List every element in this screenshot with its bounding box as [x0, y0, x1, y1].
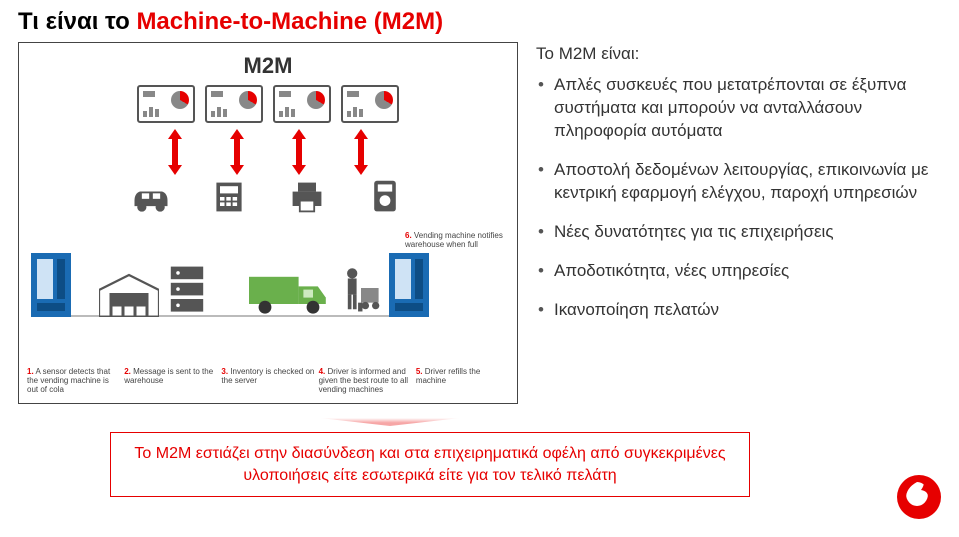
meter-icon: [363, 179, 407, 215]
step-text: Inventory is checked on the server: [221, 367, 314, 385]
diagram-heading: M2M: [27, 53, 509, 79]
step-num: 1.: [27, 367, 34, 376]
step-text: Vending machine notifies warehouse when …: [405, 231, 503, 249]
ground-line: [31, 315, 389, 317]
bottom-callout: Το Μ2Μ εστιάζει στην διασύνδεση και στα …: [110, 432, 750, 497]
double-arrow-icon: [230, 129, 244, 175]
step-1: 1. A sensor detects that the vending mac…: [27, 367, 120, 395]
step-num: 3.: [221, 367, 228, 376]
bullet-item: Αποστολή δεδομένων λειτουργίας, επικοινω…: [536, 159, 941, 205]
bullet-item: Ικανοποίηση πελατών: [536, 299, 941, 322]
intro-text: Το Μ2Μ είναι:: [536, 44, 941, 64]
vending-machine-icon: [389, 253, 429, 317]
step-5: 5. Driver refills the machine: [416, 367, 509, 395]
main-row: M2M: [0, 42, 959, 404]
diagram-box: M2M: [18, 42, 518, 404]
car-icon: [129, 179, 173, 215]
steps-row: 1. A sensor detects that the vending mac…: [27, 367, 509, 395]
printer-icon: [285, 179, 329, 215]
bullet-item: Νέες δυνατότητες για τις επιχειρήσεις: [536, 221, 941, 244]
truck-icon: [249, 272, 329, 317]
step-text: Message is sent to the warehouse: [124, 367, 213, 385]
vending-machine-icon: [31, 253, 71, 317]
step-2: 2. Message is sent to the warehouse: [124, 367, 217, 395]
worker-icon: [339, 266, 383, 317]
arrows-row: [27, 129, 509, 175]
server-icon: [169, 263, 205, 317]
wedge-decoration: [320, 418, 460, 426]
title-pre: Τι είναι το: [18, 8, 136, 35]
step-6: 6. Vending machine notifies warehouse wh…: [405, 231, 505, 249]
step-3: 3. Inventory is checked on the server: [221, 367, 314, 395]
device-row: [27, 179, 509, 215]
dashboard-icon: [137, 85, 195, 123]
scenario: 6. Vending machine notifies warehouse wh…: [27, 231, 509, 361]
dashboard-icon: [341, 85, 399, 123]
dashboard-row: [27, 85, 509, 123]
double-arrow-icon: [168, 129, 182, 175]
title-strong: Machine-to-Machine (M2M): [136, 8, 443, 35]
step-num: 6.: [405, 231, 412, 240]
bullet-item: Αποδοτικότητα, νέες υπηρεσίες: [536, 260, 941, 283]
step-num: 5.: [416, 367, 423, 376]
pos-icon: [207, 179, 251, 215]
double-arrow-icon: [354, 129, 368, 175]
step-num: 4.: [319, 367, 326, 376]
double-arrow-icon: [292, 129, 306, 175]
step-text: Driver is informed and given the best ro…: [319, 367, 408, 394]
step-text: Driver refills the machine: [416, 367, 480, 385]
step-text: A sensor detects that the vending machin…: [27, 367, 110, 394]
dashboard-icon: [273, 85, 331, 123]
page-title: Τι είναι το Machine-to-Machine (M2M): [0, 0, 959, 42]
dashboard-icon: [205, 85, 263, 123]
step-4: 4. Driver is informed and given the best…: [319, 367, 412, 395]
bullet-list: Απλές συσκευές που μετατρέπονται σε έξυπ…: [536, 74, 941, 322]
bullet-item: Απλές συσκευές που μετατρέπονται σε έξυπ…: [536, 74, 941, 143]
right-column: Το Μ2Μ είναι: Απλές συσκευές που μετατρέ…: [536, 42, 941, 404]
warehouse-icon: [99, 272, 159, 317]
step-num: 2.: [124, 367, 131, 376]
vodafone-logo-icon: [897, 475, 941, 519]
